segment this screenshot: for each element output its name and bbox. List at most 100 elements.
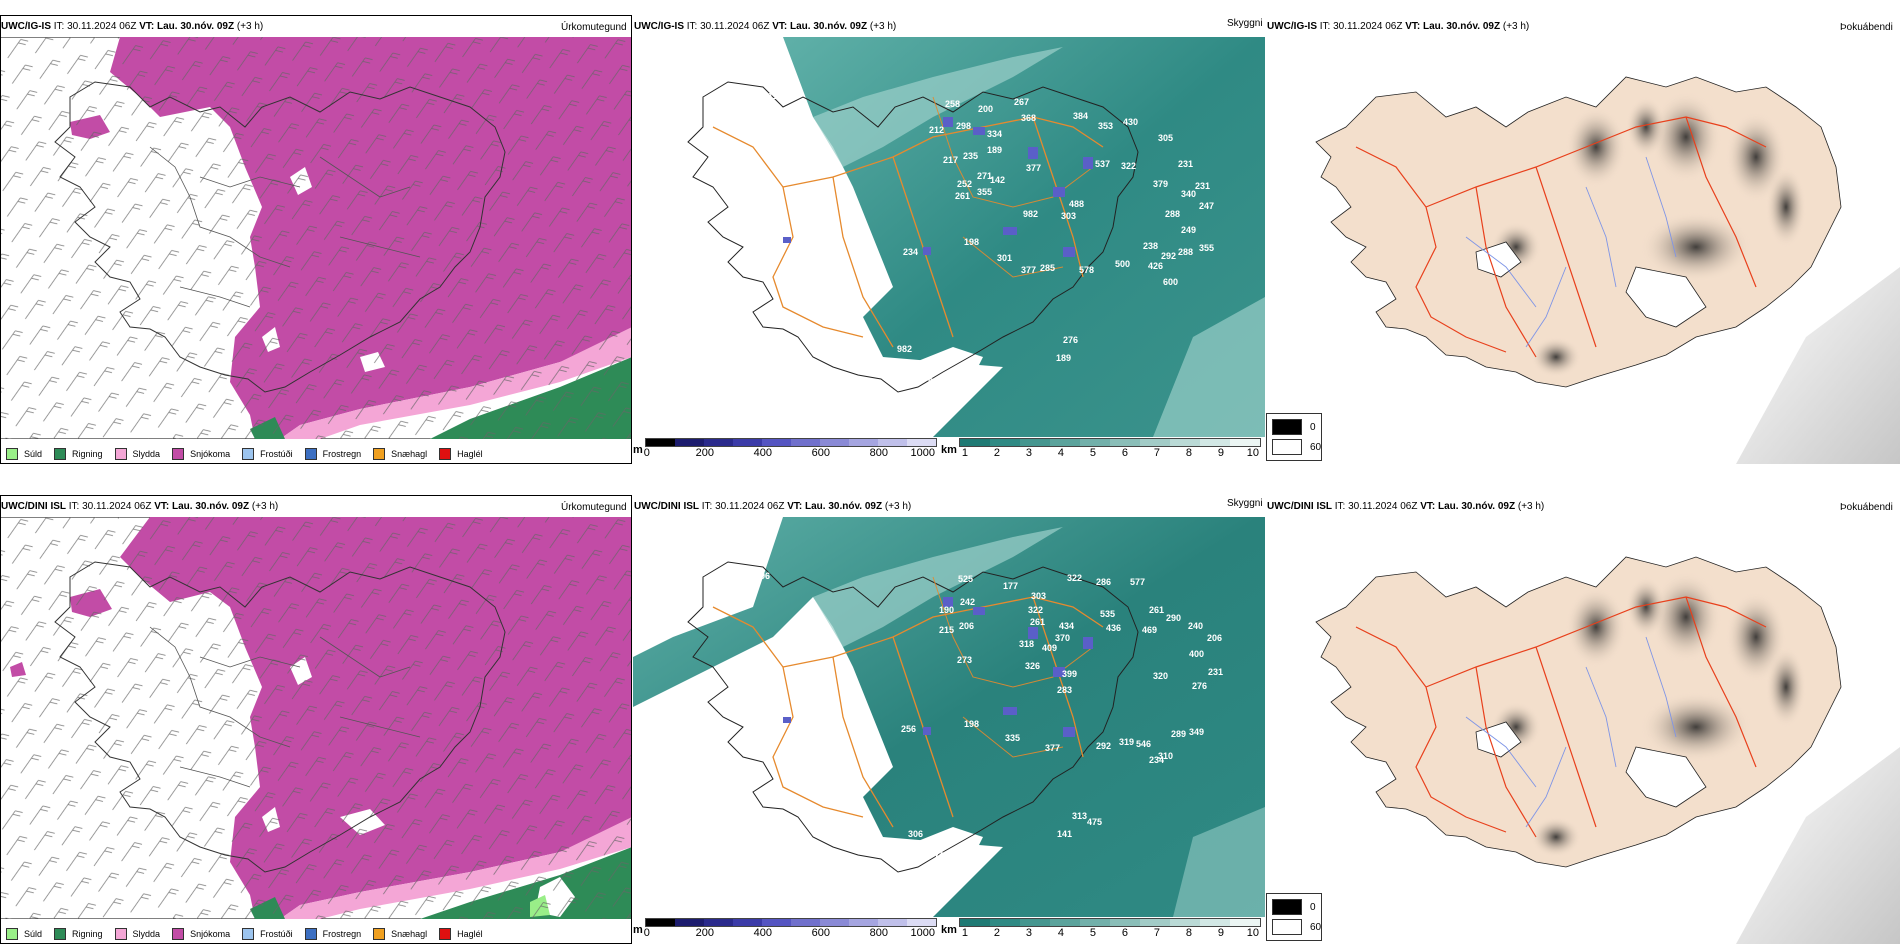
elevation-label: 322 <box>1067 573 1082 583</box>
vt-value: Lau. 30.nóv. 09Z <box>790 21 868 32</box>
legend-swatch-sald <box>6 448 18 460</box>
elevation-label: 142 <box>990 175 1005 185</box>
elevation-label: 234 <box>1149 755 1164 765</box>
panel-header: UWC/DINI ISL IT: 30.11.2024 06Z VT: Lau.… <box>1267 499 1544 515</box>
elevation-label: 303 <box>1061 211 1076 221</box>
vt-value: Lau. 30.nóv. 09Z <box>1423 21 1501 32</box>
visibility-tick: 1 <box>961 927 968 939</box>
elevation-label: 399 <box>1062 669 1077 679</box>
visibility-tick: 1 <box>961 447 968 459</box>
legend-swatch-sleet <box>114 928 127 940</box>
elevation-colorbar: m 0 200 400 600 800 1000 <box>633 438 937 459</box>
elevation-label: 177 <box>1003 581 1018 591</box>
visibility-tick: 6 <box>1121 927 1128 939</box>
legend-swatch-hail <box>439 448 452 460</box>
model-name: UWC/DINI ISL <box>634 501 699 512</box>
visibility-tick: 8 <box>1185 927 1192 939</box>
elevation-label: 198 <box>964 237 979 247</box>
elevation-label: 409 <box>1042 643 1057 653</box>
elevation-label: 349 <box>1189 727 1204 737</box>
elevation-label: 306 <box>908 829 923 839</box>
elevation-label: 276 <box>1192 681 1207 691</box>
elevation-tick: 0 <box>643 447 650 459</box>
model-name: UWC/IG-IS <box>1 21 51 32</box>
coastline <box>54 81 506 393</box>
elevation-label: 370 <box>1055 633 1070 643</box>
elevation-tick: 600 <box>811 447 830 459</box>
elevation-label: 206 <box>959 621 974 631</box>
panel-title: Skyggni <box>1227 18 1263 29</box>
elevation-label: 535 <box>1100 609 1115 619</box>
fog-swatch-white <box>1272 439 1302 455</box>
model-name: UWC/DINI ISL <box>1267 501 1332 512</box>
elevation-label: 212 <box>929 125 944 135</box>
elevation-labels: 511 258 200 267 212 298 334 368 384 353 430 217 235 1… <box>763 91 1214 412</box>
fog-label: 0 <box>1310 421 1316 433</box>
elevation-label: 303 <box>1031 591 1046 601</box>
elevation-label: 238 <box>1143 241 1158 251</box>
vt-label: VT: <box>772 21 788 32</box>
legend-swatch-graupel <box>373 928 386 940</box>
legend-swatch-graupel <box>373 448 386 460</box>
elevation-label: 334 <box>987 129 1002 139</box>
vt-value: Lau. 30.nóv. 09Z <box>172 501 250 512</box>
it-label: IT: <box>701 501 713 512</box>
precip-legend: Súld Rigning Slydda Snjókoma Frostúði Fr… <box>6 444 495 464</box>
elevation-label: 200 <box>978 104 993 114</box>
visibility-map: 296 525 177 322 286 577 190 242 303 322 535 261 215 2… <box>633 517 1265 917</box>
legend-label: Haglél <box>457 449 483 459</box>
legend-item: Snæhagl <box>373 448 427 460</box>
legend-item: Haglél <box>439 448 483 460</box>
elevation-label: 982 <box>1023 209 1038 219</box>
visibility-tick: 7 <box>1153 927 1160 939</box>
elevation-label: 273 <box>957 655 972 665</box>
elevation-label: 301 <box>997 253 1012 263</box>
visibility-unit: km <box>941 924 957 936</box>
elevation-label: 340 <box>1181 189 1196 199</box>
visibility-tick: 8 <box>1185 447 1192 459</box>
elevation-label: 261 <box>1030 617 1045 627</box>
legend-item: Rigning <box>54 928 103 940</box>
elevation-label: 525 <box>958 574 973 584</box>
elevation-label: 240 <box>1188 621 1203 631</box>
elevation-label: 322 <box>1028 605 1043 615</box>
elevation-label: 434 <box>1059 621 1074 631</box>
elevation-label: 377 <box>1045 743 1060 753</box>
legend-item: Rigning <box>54 448 103 460</box>
elevation-label: 578 <box>1079 265 1094 275</box>
elevation-label: 215 <box>939 625 954 635</box>
elevation-label: 234 <box>903 247 918 257</box>
elevation-label: 296 <box>755 571 770 581</box>
elevation-label: 384 <box>1073 111 1088 121</box>
elevation-label: 198 <box>964 719 979 729</box>
elevation-markers <box>783 117 1093 257</box>
elevation-label: 235 <box>963 151 978 161</box>
legend-item: Haglél <box>439 928 483 940</box>
legend-label: Haglél <box>457 929 483 939</box>
elevation-label: 377 <box>1021 265 1036 275</box>
visibility-colorbar-strip <box>958 438 1261 447</box>
elevation-label: 135 <box>907 885 922 895</box>
elevation-tick: 1000 <box>910 927 936 939</box>
vt-label: VT: <box>1405 21 1421 32</box>
model-name: UWC/DINI ISL <box>1 501 66 512</box>
elevation-tick: 1000 <box>910 447 936 459</box>
elevation-tick: 600 <box>811 927 830 939</box>
visibility-ticks: 1 2 3 4 5 6 7 8 9 10 <box>959 927 1261 939</box>
it-value: 30.11.2024 06Z <box>82 501 152 512</box>
legend-item: Slydda <box>114 448 160 460</box>
elevation-label: 231 <box>1178 159 1193 169</box>
elevation-label: 267 <box>1014 97 1029 107</box>
lead-time: (+3 h) <box>1502 21 1530 32</box>
elevation-label: 249 <box>1181 225 1196 235</box>
lead-time: (+3 h) <box>884 501 912 512</box>
visibility-tick: 3 <box>1025 927 1032 939</box>
elevation-label: 189 <box>1056 353 1071 363</box>
elevation-label: 305 <box>1158 133 1173 143</box>
fog-indicator-panel-row1: UWC/IG-IS IT: 30.11.2024 06Z VT: Lau. 30… <box>1266 15 1900 464</box>
visibility-tick: 4 <box>1057 447 1064 459</box>
elevation-label: 320 <box>1153 671 1168 681</box>
elevation-label: 231 <box>1208 667 1223 677</box>
legend-item: Súld <box>6 928 42 940</box>
elevation-label: 231 <box>1195 181 1210 191</box>
